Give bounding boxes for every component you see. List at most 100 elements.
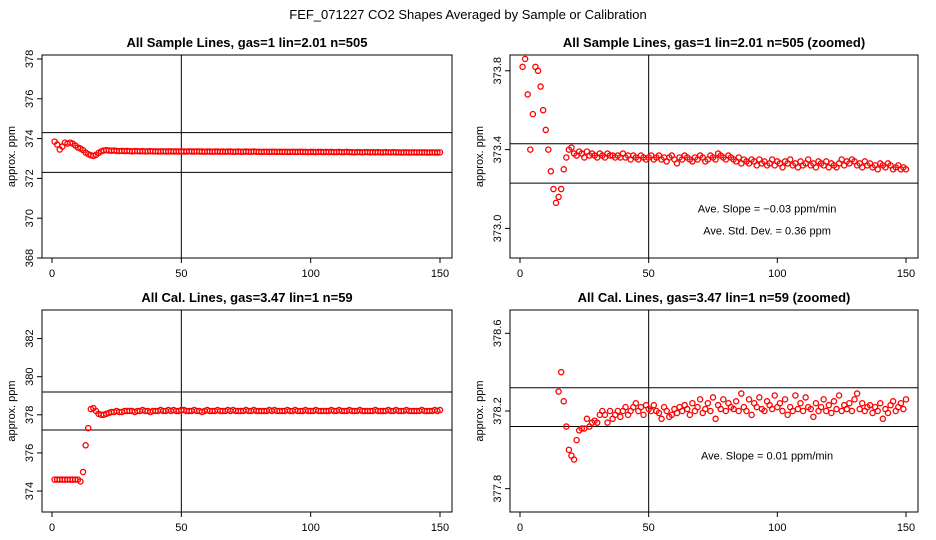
data-point xyxy=(694,403,701,411)
y-tick-label: 376 xyxy=(24,90,36,108)
data-point xyxy=(521,55,529,63)
data-point xyxy=(578,425,586,432)
y-axis-label: approx. ppm xyxy=(6,380,18,441)
x-tick-label: 50 xyxy=(175,268,187,280)
data-point xyxy=(859,399,866,407)
data-point xyxy=(753,403,760,411)
data-point xyxy=(712,156,719,163)
data-point xyxy=(761,407,768,415)
data-point xyxy=(542,126,549,134)
data-point xyxy=(84,424,92,432)
plot-frame xyxy=(41,54,453,259)
data-point xyxy=(640,411,647,419)
data-point xyxy=(686,411,694,419)
data-point xyxy=(709,394,717,401)
data-point xyxy=(563,154,570,161)
data-point xyxy=(537,83,544,90)
chart-panel-2: All Sample Lines, gas=1 lin=2.01 n=505 (… xyxy=(474,35,919,280)
y-tick-label: 378.6 xyxy=(492,320,504,348)
data-point xyxy=(856,405,863,413)
data-point xyxy=(552,199,560,207)
data-point xyxy=(833,405,840,413)
data-point xyxy=(555,193,562,201)
data-point xyxy=(738,390,745,397)
data-point xyxy=(802,394,809,401)
data-point xyxy=(846,399,853,407)
data-point xyxy=(817,403,825,411)
data-point xyxy=(570,456,578,463)
data-point xyxy=(722,407,730,415)
data-point xyxy=(658,415,665,423)
x-tick-label: 100 xyxy=(301,268,319,280)
data-point xyxy=(874,166,881,173)
y-tick-label: 382 xyxy=(24,329,36,347)
data-point xyxy=(434,149,441,156)
data-point xyxy=(797,399,804,407)
data-point xyxy=(869,409,876,417)
data-point xyxy=(534,67,542,75)
data-point xyxy=(879,415,887,423)
y-axis-label: approx. ppm xyxy=(6,126,18,187)
data-point xyxy=(756,394,763,401)
data-point xyxy=(889,398,897,405)
data-point xyxy=(768,156,776,163)
y-tick-label: 372 xyxy=(24,169,36,187)
y-tick-label: 376 xyxy=(24,444,36,462)
data-point xyxy=(900,405,907,413)
y-tick-label: 373.0 xyxy=(492,215,504,243)
y-tick-label: 374 xyxy=(24,482,36,500)
data-point xyxy=(617,413,624,421)
y-tick-label: 380 xyxy=(24,368,36,386)
y-tick-label: 378 xyxy=(24,50,36,68)
data-point xyxy=(689,399,696,407)
data-point xyxy=(735,407,742,415)
data-point xyxy=(902,396,910,403)
x-tick-label: 150 xyxy=(897,268,915,280)
data-point xyxy=(853,390,861,397)
data-point xyxy=(771,392,779,399)
data-point xyxy=(743,407,750,415)
y-tick-label: 378 xyxy=(24,406,36,424)
y-tick-label: 368 xyxy=(24,249,36,267)
data-point xyxy=(779,407,786,415)
data-point xyxy=(563,423,570,430)
data-point xyxy=(851,396,858,403)
data-point xyxy=(807,405,815,413)
data-point xyxy=(606,407,614,415)
data-point xyxy=(792,392,799,399)
data-point xyxy=(720,396,727,403)
data-point xyxy=(550,185,557,193)
chart-panel-1: All Sample Lines, gas=1 lin=2.01 n=505 0 5… xyxy=(6,35,453,280)
data-point xyxy=(557,185,565,193)
data-point xyxy=(539,106,547,114)
y-axis-label: approx. ppm xyxy=(474,126,486,187)
data-point xyxy=(825,401,833,409)
data-point xyxy=(581,154,588,161)
data-point xyxy=(547,168,555,175)
data-point xyxy=(436,149,444,156)
chart-title: All Sample Lines, gas=1 lin=2.01 n=505 xyxy=(127,35,368,50)
data-point xyxy=(784,411,791,419)
y-tick-label: 373.8 xyxy=(492,57,504,85)
data-point xyxy=(822,407,830,415)
plot-frame xyxy=(509,54,919,259)
annotation-text: Ave. Slope = 0.01 ppm/min xyxy=(701,451,833,463)
chart-panel-4: All Cal. Lines, gas=3.47 lin=1 n=59 (zoo… xyxy=(474,290,919,534)
data-point xyxy=(789,407,797,415)
data-point xyxy=(822,158,830,165)
data-point xyxy=(702,405,709,413)
data-point xyxy=(874,407,881,415)
y-tick-label: 377.8 xyxy=(492,475,504,503)
data-point xyxy=(560,398,567,405)
data-point xyxy=(812,399,820,407)
data-series xyxy=(555,368,910,463)
x-tick-label: 50 xyxy=(175,522,187,534)
data-series xyxy=(51,138,444,160)
chart-title: All Sample Lines, gas=1 lin=2.01 n=505 (… xyxy=(563,35,865,50)
annotation-text: Ave. Slope = −0.03 ppm/min xyxy=(698,204,837,216)
data-point xyxy=(828,409,835,417)
y-tick-label: 370 xyxy=(24,209,36,227)
data-point xyxy=(632,399,640,407)
y-tick-label: 378.2 xyxy=(492,397,504,425)
